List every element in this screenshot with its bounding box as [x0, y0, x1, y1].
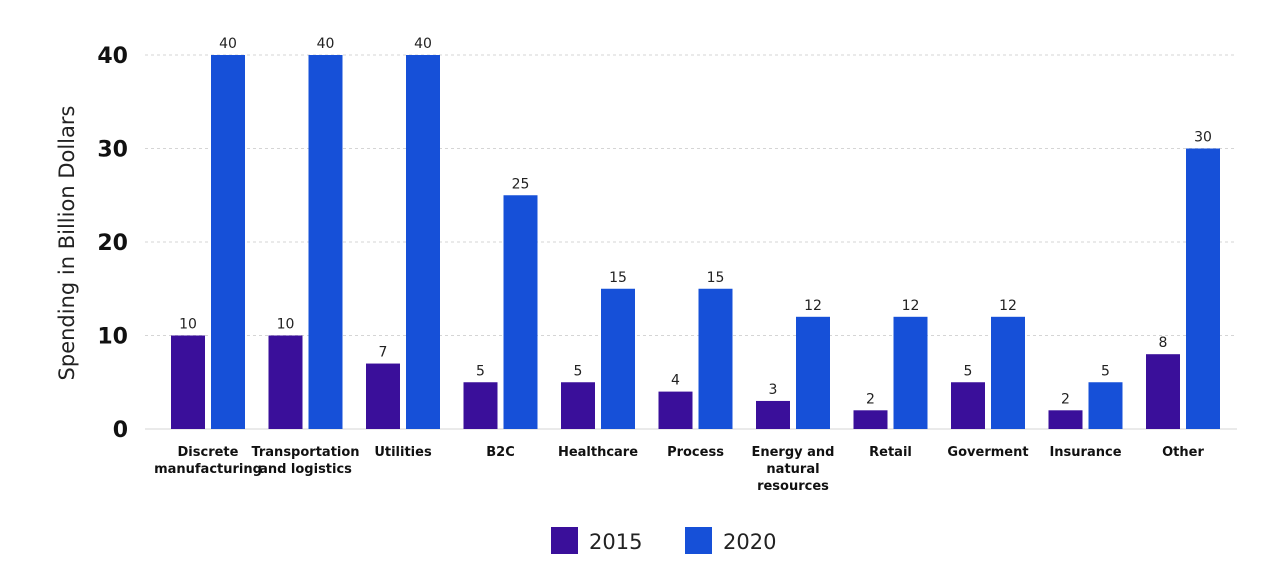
bar-2015 [463, 382, 498, 429]
data-label: 15 [707, 270, 725, 286]
bar-2020 [503, 195, 538, 429]
data-label: 30 [1194, 130, 1212, 146]
bar-2020 [308, 55, 343, 429]
bar-2020 [406, 55, 440, 429]
y-axis: 0 10 20 30 40 [97, 44, 128, 443]
x-tick-label: Energy and natural resources [751, 445, 834, 494]
data-label: 40 [219, 36, 237, 52]
x-tick-label: Other [1162, 445, 1204, 460]
bar-2015 [366, 363, 400, 429]
x-tick-label: Process [667, 445, 724, 460]
data-label: 10 [277, 317, 295, 333]
legend-label-2020: 2020 [723, 530, 776, 554]
data-label: 4 [671, 373, 680, 389]
data-label: 5 [1101, 363, 1110, 379]
data-label: 5 [964, 363, 973, 379]
y-tick-label: 20 [97, 231, 128, 256]
data-label: 10 [179, 317, 197, 333]
data-label: 25 [512, 176, 530, 192]
bar-2015 [756, 400, 790, 429]
y-tick-label: 0 [113, 418, 128, 443]
y-tick-label: 40 [97, 44, 128, 69]
bar-2015 [658, 391, 693, 429]
y-axis-title: Spending in Billion Dollars [55, 106, 79, 381]
bar-2020 [796, 316, 830, 429]
x-tick-label: Discrete manufacturing [154, 445, 262, 477]
x-tick-label: Utilities [374, 445, 432, 460]
bar-2020 [893, 316, 928, 429]
data-label: 8 [1159, 335, 1168, 351]
data-label: 2 [1061, 391, 1070, 407]
data-label: 12 [999, 298, 1017, 314]
x-tick-label: Goverment [947, 445, 1028, 460]
data-label: 15 [609, 270, 627, 286]
data-label: 3 [769, 382, 778, 398]
y-tick-label: 30 [97, 138, 128, 163]
data-label: 5 [476, 363, 485, 379]
bar-2015 [1048, 410, 1083, 429]
bar-2020 [1088, 382, 1123, 429]
bars [171, 55, 1220, 429]
bar-2020 [698, 288, 733, 429]
bar-2020 [601, 288, 635, 429]
data-label: 40 [317, 36, 335, 52]
x-tick-label: Retail [869, 445, 912, 460]
bar-2015 [951, 382, 985, 429]
legend-label-2015: 2015 [589, 530, 642, 554]
bar-2020 [211, 55, 245, 429]
bar-2015 [171, 335, 205, 429]
legend-swatch-2015 [551, 527, 578, 554]
legend-swatch-2020 [685, 527, 712, 554]
bar-2015 [561, 382, 595, 429]
bar-2015 [1146, 354, 1180, 429]
data-label: 7 [379, 345, 388, 361]
x-tick-label: Transportation and logistics [251, 445, 359, 477]
data-label: 12 [902, 298, 920, 314]
bar-2020 [991, 316, 1025, 429]
data-label: 5 [574, 363, 583, 379]
data-label: 2 [866, 391, 875, 407]
bar-2015 [853, 410, 888, 429]
y-tick-label: 10 [97, 325, 128, 350]
x-tick-label: Insurance [1049, 445, 1121, 460]
legend: 2015 2020 [551, 527, 776, 554]
bar-2020 [1186, 148, 1220, 429]
x-tick-label: B2C [486, 445, 515, 460]
bar-2015 [268, 335, 303, 429]
data-label: 12 [804, 298, 822, 314]
data-label: 40 [414, 36, 432, 52]
x-tick-label: Healthcare [558, 445, 638, 460]
